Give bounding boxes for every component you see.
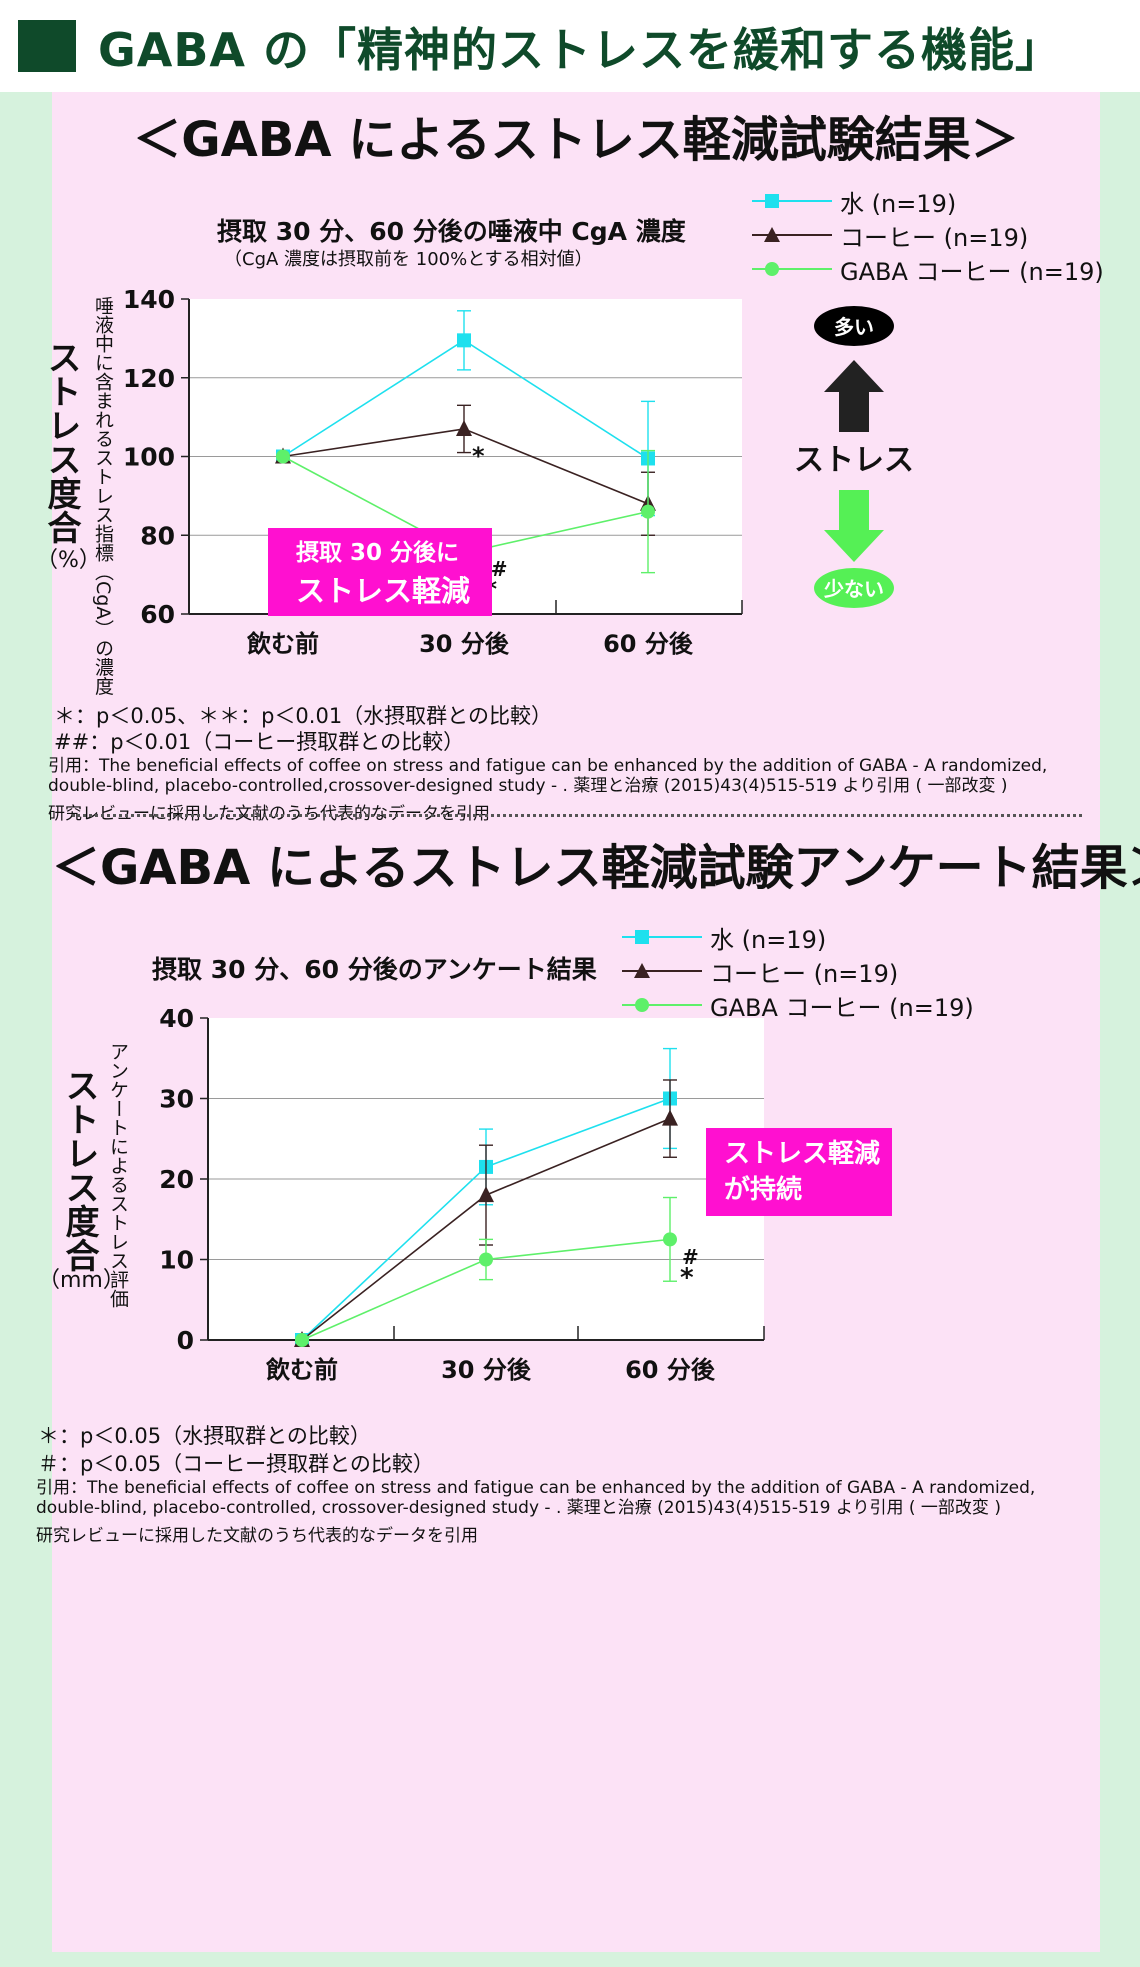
legend-item-coffee: コーヒー (n=19)	[622, 954, 974, 988]
triangle-marker-icon	[622, 959, 702, 983]
data-point-circle	[479, 1252, 493, 1267]
chart2-source-note: 研究レビューに採用した文献のうち代表的なデータを引用	[36, 1526, 478, 1546]
header-square-icon	[18, 20, 76, 72]
significance-mark: *	[472, 442, 485, 470]
callout-line1: 摂取 30 分後に	[296, 540, 460, 566]
stress-label: ストレス	[794, 443, 914, 478]
header-bar: GABA の「精神的ストレスを緩和する機能」	[0, 0, 1140, 92]
triangle-marker-icon	[752, 223, 832, 247]
callout-line2: ストレス軽減	[296, 574, 471, 608]
legend-item-water: 水 (n=19)	[622, 920, 974, 954]
chart1-note-2: ##：p＜0.01（コーヒー摂取群との比較）	[54, 730, 465, 754]
chart2-callout: ストレス軽減 が持続	[706, 1128, 892, 1216]
legend-item-coffee: コーヒー (n=19)	[752, 218, 1104, 252]
chart1-subtitle: （CgA 濃度は摂取前を 100%とする相対値）	[224, 249, 593, 270]
square-marker-icon	[622, 925, 702, 949]
arrow-up-icon	[824, 360, 884, 432]
x-tick-label: 60 分後	[603, 630, 694, 658]
data-point-square	[457, 333, 471, 348]
circle-marker-icon	[622, 993, 702, 1017]
few-badge	[814, 568, 894, 608]
chart1-callout: 摂取 30 分後に ストレス軽減	[268, 528, 492, 616]
chart1-title: 摂取 30 分、60 分後の唾液中 CgA 濃度	[217, 217, 686, 246]
significance-mark: #	[682, 1245, 699, 1269]
stress-indicator: 多い ストレス 少ない	[794, 306, 914, 608]
section-title-2: ＜GABA によるストレス軽減試験アンケート結果＞	[52, 840, 1140, 896]
legend-label: コーヒー (n=19)	[710, 959, 899, 988]
chart2-note-1: ＊：p＜0.05（水摂取群との比較）	[38, 1424, 371, 1448]
legend-item-water: 水 (n=19)	[752, 184, 1104, 218]
square-marker-icon	[752, 189, 832, 213]
chart1-legend: 水 (n=19) コーヒー (n=19) GABA コーヒー (n=19)	[752, 184, 1104, 286]
chart2-yunit: （mm）	[38, 1268, 125, 1293]
section-title-1: ＜GABA によるストレス軽減試験結果＞	[133, 112, 1019, 168]
chart2-note-2: ＃：p＜0.05（コーヒー摂取群との比較）	[38, 1452, 434, 1476]
x-tick-label: 30 分後	[441, 1356, 532, 1384]
x-tick-label: 飲む前	[265, 1356, 338, 1384]
chart1-ylabel-sub: 唾液中に含まれるストレス指標（CgA）の濃度	[92, 296, 114, 696]
data-point-circle	[295, 1333, 309, 1347]
y-tick-label: 0	[177, 1326, 194, 1355]
significance-mark: *	[680, 1263, 694, 1293]
chart2-ylabel: ストレス度合	[59, 1068, 99, 1272]
x-tick-label: 30 分後	[419, 630, 510, 658]
chart1-citation-1: 引用：The beneficial effects of coffee on s…	[48, 756, 1048, 776]
chart2-plot: 0 10 20 30 40 飲む前 30 分後 60 分後 #*	[159, 1004, 765, 1384]
legend-label: 水 (n=19)	[710, 925, 827, 954]
circle-marker-icon	[752, 257, 832, 281]
data-point-triangle	[478, 1186, 494, 1203]
legend-item-gaba-coffee: GABA コーヒー (n=19)	[622, 988, 974, 1022]
y-tick-label: 20	[159, 1165, 194, 1194]
content-panel: ＜GABA によるストレス軽減試験結果＞ 摂取 30 分、60 分後の唾液中 C…	[36, 92, 1140, 1952]
few-badge-label: 少ない	[823, 577, 884, 601]
x-tick-label: 60 分後	[625, 1356, 716, 1384]
page-title: GABA の「精神的ストレスを緩和する機能」	[98, 23, 1063, 77]
chart2-citation-2: double-blind, placebo-controlled, crosso…	[36, 1498, 1001, 1518]
chart2-ylabel-sub: アンケートによるストレス評価	[107, 1042, 129, 1308]
legend-label: GABA コーヒー (n=19)	[840, 257, 1104, 286]
chart1-yunit: （%）	[36, 548, 101, 573]
section-divider	[72, 814, 1082, 817]
data-point-triangle	[662, 1109, 678, 1126]
chart1-citation-2: double-blind, placebo-controlled,crossov…	[48, 776, 1008, 796]
many-badge-label: 多い	[834, 315, 874, 339]
y-tick-label: 30	[159, 1085, 194, 1114]
data-point-triangle	[456, 419, 472, 436]
y-tick-label: 80	[140, 521, 175, 550]
y-tick-label: 10	[159, 1246, 194, 1275]
y-tick-label: 40	[159, 1004, 194, 1033]
legend-item-gaba-coffee: GABA コーヒー (n=19)	[752, 252, 1104, 286]
chart2-legend: 水 (n=19) コーヒー (n=19) GABA コーヒー (n=19)	[622, 920, 974, 1022]
callout-line1: ストレス軽減	[724, 1139, 881, 1169]
chart2-title: 摂取 30 分、60 分後のアンケート結果	[152, 955, 597, 984]
data-point-circle	[641, 504, 655, 519]
legend-label: コーヒー (n=19)	[840, 223, 1029, 252]
chart2-citation-1: 引用：The beneficial effects of coffee on s…	[36, 1478, 1036, 1498]
chart1-note-1: ＊：p＜0.05、＊＊：p＜0.01（水摂取群との比較）	[54, 704, 552, 728]
y-tick-label: 120	[123, 364, 175, 393]
y-tick-label: 100	[123, 443, 175, 472]
callout-line2: が持続	[724, 1175, 803, 1205]
legend-label: GABA コーヒー (n=19)	[710, 993, 974, 1022]
chart1-ylabel: ストレス度合	[41, 340, 81, 544]
data-point-circle	[276, 449, 290, 464]
data-point-circle	[663, 1232, 677, 1247]
arrow-down-icon	[824, 490, 884, 562]
many-badge	[814, 306, 894, 346]
y-tick-label: 140	[123, 285, 175, 314]
y-tick-label: 60	[140, 600, 175, 629]
x-tick-label: 飲む前	[246, 630, 319, 658]
legend-label: 水 (n=19)	[840, 189, 957, 218]
